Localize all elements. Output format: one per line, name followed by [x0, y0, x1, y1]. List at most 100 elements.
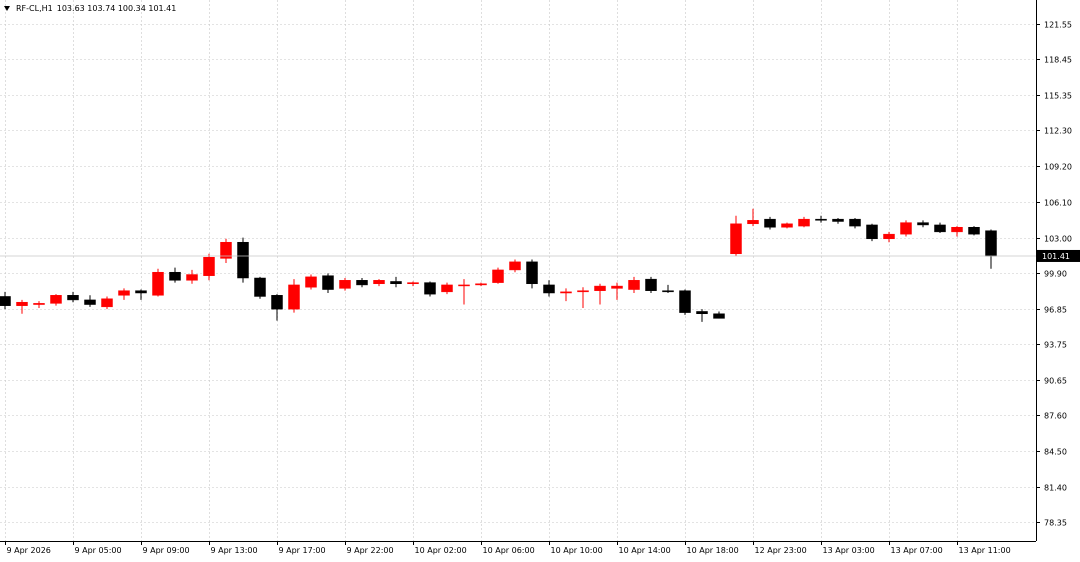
y-tick-label: 109.20: [1044, 163, 1072, 172]
candle-body: [356, 280, 368, 286]
x-tick-label: 9 Apr 05:00: [75, 546, 122, 555]
time-axis[interactable]: 9 Apr 2026 9 Apr 05:00 9 Apr 09:00 9 Apr 13…: [5, 541, 1011, 555]
candle[interactable]: [16, 299, 28, 314]
candle[interactable]: [798, 216, 810, 228]
y-tick-label: 118.45: [1044, 56, 1072, 65]
candle[interactable]: [101, 296, 113, 310]
candle[interactable]: [220, 238, 232, 264]
candle[interactable]: [849, 218, 861, 229]
candle[interactable]: [67, 291, 79, 303]
candle[interactable]: [356, 277, 368, 288]
candle[interactable]: [288, 279, 300, 313]
chart-header: RF-CL,H1 103.63 103.74 100.34 101.41: [4, 4, 176, 13]
candle[interactable]: [662, 284, 674, 293]
candle[interactable]: [237, 237, 249, 283]
candle[interactable]: [135, 289, 147, 300]
chart-symbol: RF-CL,H1: [16, 4, 53, 13]
candle[interactable]: [271, 294, 283, 321]
candle[interactable]: [934, 222, 946, 234]
candle[interactable]: [50, 294, 62, 306]
candle[interactable]: [883, 231, 895, 243]
candle[interactable]: [339, 277, 351, 291]
candle-body: [135, 290, 147, 294]
y-tick-label: 103.00: [1044, 235, 1072, 244]
candle-body: [798, 218, 810, 227]
candle[interactable]: [526, 259, 538, 289]
candle[interactable]: [118, 288, 130, 300]
candle[interactable]: [492, 267, 504, 284]
candle[interactable]: [458, 279, 470, 305]
candle[interactable]: [764, 216, 776, 230]
y-tick-label: 93.75: [1044, 341, 1067, 350]
candle[interactable]: [84, 295, 96, 307]
candle[interactable]: [645, 276, 657, 293]
candle[interactable]: [186, 269, 198, 284]
candle[interactable]: [543, 280, 555, 297]
candle-body: [288, 284, 300, 310]
candle[interactable]: [815, 215, 827, 223]
x-tick-label: 9 Apr 22:00: [347, 546, 394, 555]
y-tick-label: 99.90: [1044, 270, 1067, 279]
candle[interactable]: [900, 220, 912, 237]
candle[interactable]: [254, 276, 266, 299]
candle[interactable]: [951, 226, 963, 237]
x-tick-label: 10 Apr 14:00: [619, 546, 671, 555]
y-tick-label: 106.10: [1044, 199, 1072, 208]
candle[interactable]: [373, 279, 385, 287]
candle[interactable]: [594, 283, 606, 305]
candle-body: [526, 261, 538, 285]
candle-body: [390, 281, 402, 285]
candle[interactable]: [475, 282, 487, 287]
candle-body: [203, 256, 215, 276]
candle-body: [747, 220, 759, 225]
chart-menu-triangle-icon[interactable]: [4, 6, 10, 11]
candle-body: [543, 284, 555, 294]
candle-body: [866, 224, 878, 240]
candle[interactable]: [407, 281, 419, 287]
candle[interactable]: [152, 268, 164, 297]
candle[interactable]: [509, 259, 521, 273]
x-tick-label: 13 Apr 11:00: [959, 546, 1011, 555]
candle[interactable]: [713, 311, 725, 319]
candle-body: [67, 295, 79, 301]
candle[interactable]: [203, 253, 215, 281]
candle-body: [577, 290, 589, 293]
candle[interactable]: [628, 276, 640, 293]
candle-body: [424, 282, 436, 295]
candle[interactable]: [696, 309, 708, 322]
candle[interactable]: [0, 291, 11, 310]
candle-body: [764, 218, 776, 228]
candle-body: [679, 290, 691, 313]
candle[interactable]: [169, 267, 181, 283]
candle-body: [33, 303, 45, 305]
candle[interactable]: [577, 287, 589, 308]
candle[interactable]: [33, 301, 45, 308]
candle-body: [220, 241, 232, 259]
candle[interactable]: [679, 289, 691, 315]
y-tick-label: 87.60: [1044, 412, 1067, 421]
candle-body: [917, 222, 929, 226]
candle[interactable]: [866, 223, 878, 242]
candle[interactable]: [441, 282, 453, 295]
price-axis[interactable]: 121.55 118.45 115.35 112.30 109.20 106.10 103.…: [1036, 21, 1072, 528]
candle[interactable]: [390, 276, 402, 288]
candle[interactable]: [747, 208, 759, 227]
candle[interactable]: [611, 282, 623, 300]
candle[interactable]: [917, 220, 929, 228]
candle-body: [186, 274, 198, 281]
candle[interactable]: [968, 226, 980, 236]
candle[interactable]: [305, 274, 317, 290]
y-tick-label: 90.65: [1044, 377, 1067, 386]
candle[interactable]: [832, 218, 844, 224]
y-tick-label: 112.30: [1044, 127, 1072, 136]
candle[interactable]: [322, 273, 334, 293]
candle[interactable]: [424, 281, 436, 297]
candle[interactable]: [560, 288, 572, 302]
candle-body: [101, 298, 113, 308]
candle[interactable]: [730, 215, 742, 257]
candle-body: [713, 313, 725, 319]
candle[interactable]: [781, 222, 793, 229]
candle-body: [152, 271, 164, 296]
